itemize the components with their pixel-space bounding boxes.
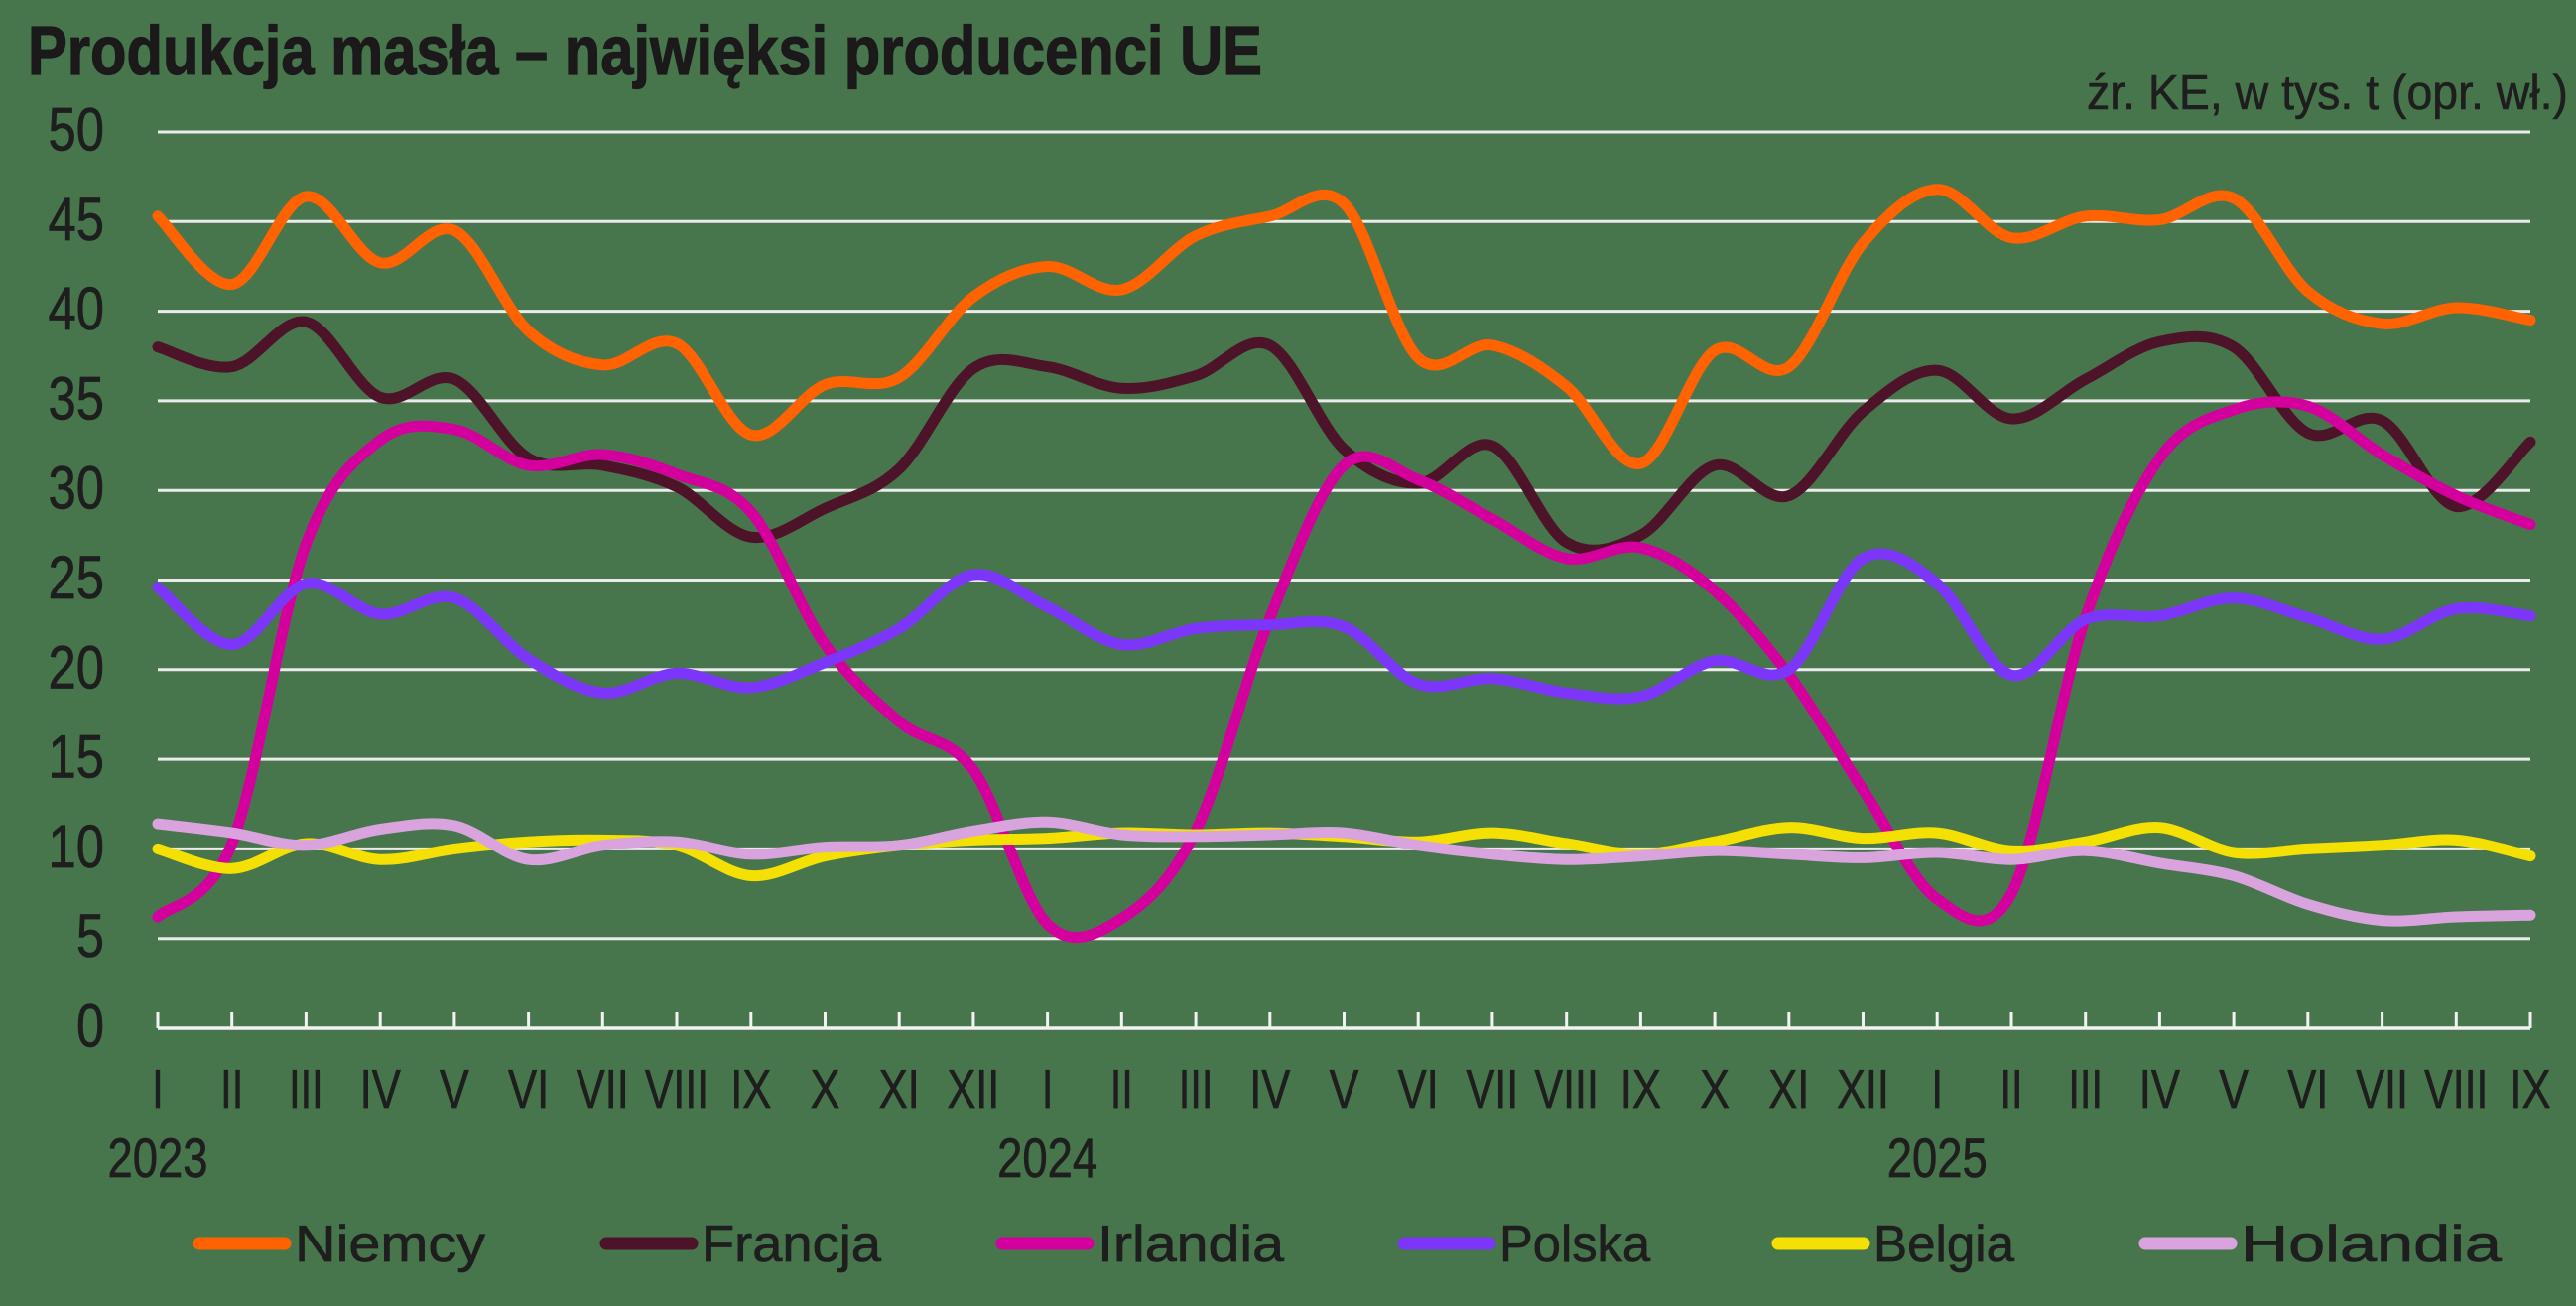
svg-text:25: 25 [49,544,105,611]
svg-text:XI: XI [1768,1058,1809,1119]
svg-text:IX: IX [730,1058,771,1119]
svg-text:III: III [289,1058,323,1119]
svg-text:15: 15 [49,723,105,791]
svg-text:V: V [1330,1058,1359,1119]
svg-text:10: 10 [49,813,105,880]
svg-text:Polska: Polska [1499,1216,1650,1273]
svg-text:50: 50 [49,96,105,164]
svg-text:40: 40 [49,275,105,342]
svg-text:Produkcja masła – najwięksi pr: Produkcja masła – najwięksi producenci U… [28,12,1262,89]
svg-text:IX: IX [2510,1058,2550,1119]
svg-text:X: X [1700,1058,1730,1119]
svg-text:30: 30 [49,455,105,522]
svg-text:XII: XII [1837,1058,1889,1119]
svg-text:VI: VI [2287,1058,2328,1119]
svg-text:VIII: VIII [2424,1058,2488,1119]
svg-text:5: 5 [76,902,104,970]
svg-text:XII: XII [948,1058,1000,1119]
svg-text:Belgia: Belgia [1873,1216,2014,1273]
svg-text:IV: IV [1249,1058,1290,1119]
svg-text:VII: VII [1467,1058,1519,1119]
svg-text:35: 35 [49,364,105,432]
svg-text:V: V [440,1058,469,1119]
svg-text:VI: VI [508,1058,549,1119]
svg-text:20: 20 [49,633,105,701]
svg-text:2025: 2025 [1887,1126,1988,1189]
svg-text:Irlandia: Irlandia [1097,1216,1284,1273]
svg-text:III: III [1179,1058,1214,1119]
svg-text:2023: 2023 [108,1126,208,1189]
svg-text:źr. KE, w tys. t (opr. wł.): źr. KE, w tys. t (opr. wł.) [2087,66,2568,120]
svg-text:I: I [1042,1058,1054,1119]
svg-text:V: V [2219,1058,2249,1119]
svg-text:II: II [1999,1058,2022,1119]
svg-text:IV: IV [360,1058,401,1119]
svg-text:II: II [220,1058,243,1119]
svg-text:VIII: VIII [645,1058,708,1119]
svg-text:2024: 2024 [997,1126,1097,1189]
svg-text:III: III [2068,1058,2103,1119]
svg-text:IX: IX [1620,1058,1661,1119]
svg-text:VIII: VIII [1535,1058,1599,1119]
svg-text:IV: IV [2139,1058,2180,1119]
svg-text:0: 0 [76,992,104,1060]
svg-text:VII: VII [2356,1058,2408,1119]
svg-text:Niemcy: Niemcy [295,1216,485,1273]
svg-text:I: I [152,1058,164,1119]
svg-text:II: II [1110,1058,1133,1119]
svg-text:Francja: Francja [702,1216,881,1273]
svg-text:X: X [811,1058,840,1119]
svg-text:VII: VII [577,1058,629,1119]
svg-text:XI: XI [879,1058,920,1119]
svg-text:Holandia: Holandia [2241,1216,2502,1273]
svg-text:I: I [1931,1058,1943,1119]
svg-text:VI: VI [1398,1058,1439,1119]
svg-text:45: 45 [49,186,105,253]
